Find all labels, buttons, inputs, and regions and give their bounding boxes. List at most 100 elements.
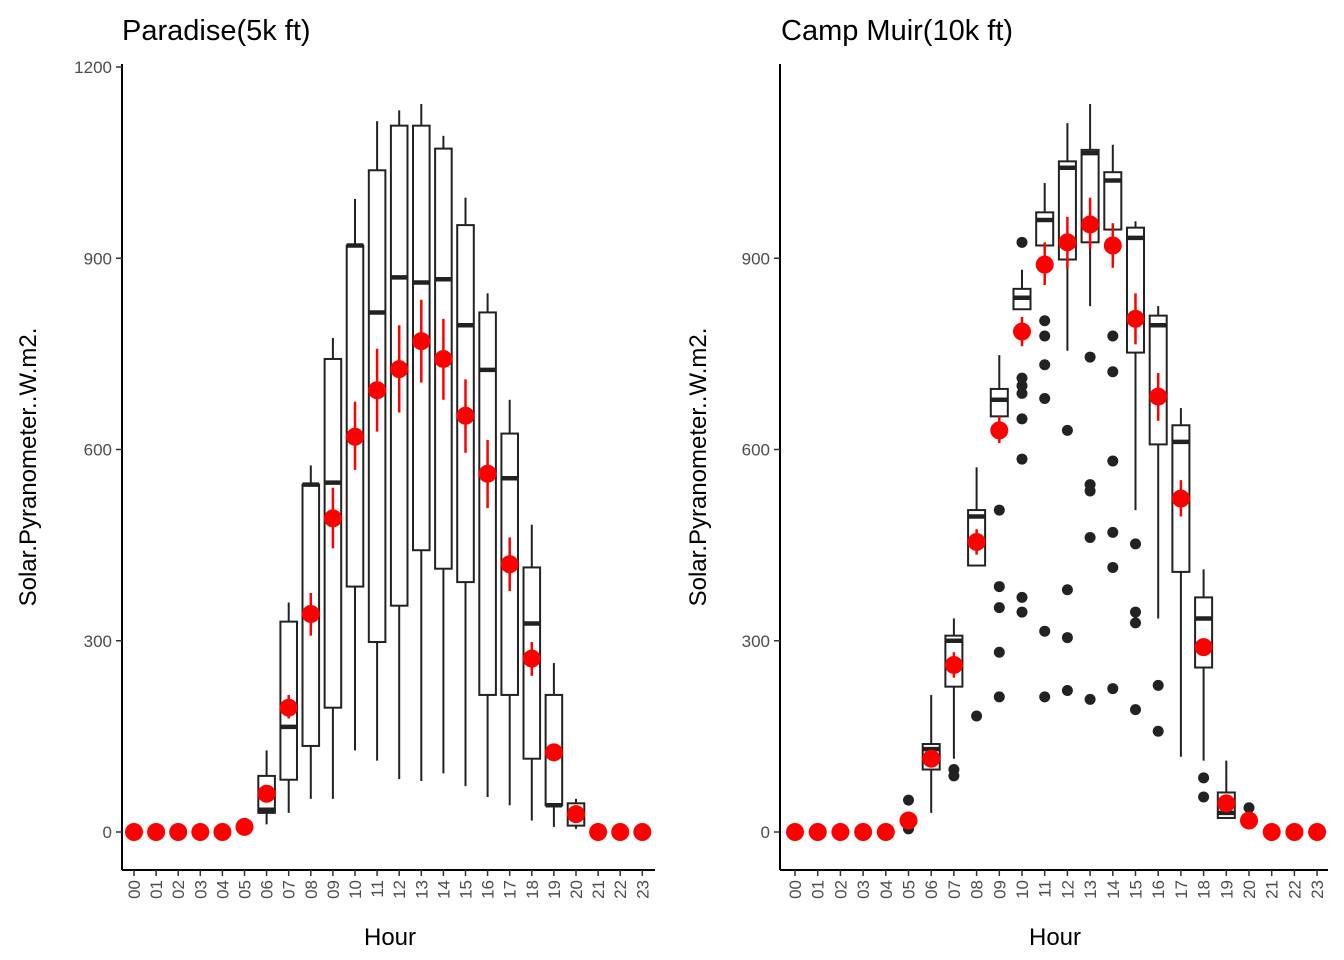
paradise-x-tick-label: 07 [280, 880, 299, 899]
camp-muir-outlier-point [1016, 606, 1028, 618]
camp-muir-outlier-point [1016, 236, 1028, 248]
camp-muir-mean-point [1308, 823, 1327, 841]
camp-muir-x-tick-label: 00 [786, 880, 805, 899]
paradise-mean-point [412, 332, 431, 351]
paradise-y-axis-label: Solar.Pyranometer..W.m2. [15, 328, 42, 607]
camp-muir-outlier-point [1016, 372, 1028, 384]
paradise-box [323, 357, 343, 709]
camp-muir-mean-point [1058, 233, 1077, 252]
camp-muir-x-tick-label: 07 [945, 880, 964, 899]
paradise-x-tick-label: 17 [501, 880, 520, 899]
camp-muir-outlier-point [1084, 693, 1096, 705]
camp-muir-outlier-point [1107, 561, 1119, 573]
camp-muir-outlier-point [1061, 632, 1073, 644]
camp-muir-x-tick-label: 08 [968, 880, 987, 899]
paradise-plot-area: 0 300 600 900 1200 00 01 02 03 04 05 06 07 08 09 10 11 12… [74, 58, 655, 899]
camp-muir-y-tick-label: 900 [742, 249, 770, 268]
camp-muir-outlier-point [1016, 453, 1028, 465]
camp-muir-outlier-point [993, 646, 1005, 658]
camp-muir-x-tick-label: 06 [922, 880, 941, 899]
camp-muir-outlier-point [1039, 315, 1051, 327]
camp-muir-outlier-point [1039, 393, 1051, 404]
paradise-mean-point [567, 805, 585, 824]
camp-muir-outlier-point [971, 710, 983, 722]
paradise-y-tick-label: 900 [84, 249, 112, 268]
camp-muir-title: Camp Muir(10k ft) [781, 15, 1013, 47]
paradise-mean-point [368, 381, 387, 400]
paradise-x-tick-label: 22 [611, 880, 630, 899]
camp-muir-mean-point [1171, 489, 1190, 508]
camp-muir-mean-point [1035, 255, 1054, 274]
camp-muir-outlier-point [1107, 526, 1119, 538]
camp-muir-outlier-point [903, 794, 914, 806]
paradise-mean-point [589, 823, 608, 841]
camp-muir-x-tick-label: 22 [1285, 880, 1304, 899]
paradise-mean-point [478, 464, 497, 483]
paradise-mean-point [257, 784, 276, 803]
camp-muir-mean-point [876, 823, 895, 841]
paradise-mean-point [544, 743, 563, 762]
paradise-x-tick-label: 02 [169, 880, 188, 899]
paradise-x-tick-label: 00 [125, 880, 144, 899]
paradise-panel: Paradise(5k ft) Solar.Pyranometer..W.m2.… [15, 15, 655, 951]
camp-muir-outlier-point [1039, 625, 1051, 637]
paradise-title: Paradise(5k ft) [122, 15, 311, 47]
camp-muir-mean-point [899, 811, 918, 830]
camp-muir-x-tick-label: 13 [1081, 880, 1100, 899]
camp-muir-outlier-point [1039, 330, 1051, 342]
paradise-box [279, 620, 298, 781]
camp-muir-x-tick-label: 18 [1195, 880, 1214, 899]
camp-muir-outlier-point [1061, 584, 1073, 596]
camp-muir-outlier-point [1130, 538, 1141, 550]
camp-muir-outlier-point [1243, 802, 1255, 814]
camp-muir-outlier-point [1152, 679, 1164, 691]
camp-muir-outlier-point [1107, 330, 1119, 342]
camp-muir-x-axis-label: Hour [1029, 924, 1081, 951]
paradise-mean-point [301, 604, 320, 623]
paradise-mean-point [323, 509, 342, 528]
camp-muir-outlier-point [1039, 359, 1051, 371]
paradise-mean-point [235, 817, 254, 836]
paradise-mean-point [611, 823, 630, 841]
paradise-mean-point [346, 427, 364, 446]
camp-muir-outlier-point [1198, 772, 1210, 784]
camp-muir-x-tick-label: 01 [809, 880, 828, 899]
paradise-mean-point [169, 823, 188, 841]
camp-muir-x-tick-label: 05 [900, 880, 919, 899]
paradise-x-tick-label: 06 [258, 880, 277, 899]
camp-muir-mean-point [831, 823, 850, 841]
camp-muir-x-tick-label: 14 [1104, 880, 1123, 899]
paradise-box [522, 566, 542, 760]
paradise-box [478, 311, 497, 696]
camp-muir-mean-point [1081, 215, 1100, 234]
camp-muir-outlier-point [1107, 683, 1119, 695]
camp-muir-x-tick-label: 04 [877, 880, 896, 899]
paradise-x-tick-label: 20 [567, 880, 586, 899]
camp-muir-outlier-point [1107, 455, 1119, 467]
paradise-mean-point [434, 349, 453, 368]
paradise-x-tick-label: 09 [324, 880, 343, 899]
camp-muir-mean-point [808, 823, 827, 841]
camp-muir-outlier-point [1039, 691, 1051, 703]
camp-muir-box [1194, 596, 1214, 669]
paradise-x-axis-label: Hour [364, 924, 416, 951]
paradise-x-tick-label: 03 [191, 880, 210, 899]
camp-muir-outlier-point [1130, 704, 1141, 716]
paradise-y-tick-label: 600 [84, 441, 112, 460]
paradise-x-tick-label: 16 [479, 880, 498, 899]
camp-muir-mean-point [1126, 309, 1145, 328]
camp-muir-mean-point [944, 655, 963, 674]
camp-muir-outlier-point [1084, 351, 1096, 363]
camp-muir-x-tick-label: 02 [831, 880, 850, 899]
camp-muir-x-tick-label: 03 [854, 880, 873, 899]
paradise-x-tick-label: 23 [633, 880, 652, 899]
paradise-x-tick-label: 18 [523, 880, 542, 899]
camp-muir-y-tick-label: 300 [742, 632, 770, 651]
paradise-x-tick-label: 11 [368, 880, 387, 898]
paradise-x-tick-label: 14 [434, 880, 453, 899]
paradise-mean-point [213, 823, 232, 841]
paradise-box [367, 169, 387, 644]
camp-muir-mean-point [1149, 387, 1168, 406]
paradise-x-tick-label: 04 [213, 880, 232, 899]
